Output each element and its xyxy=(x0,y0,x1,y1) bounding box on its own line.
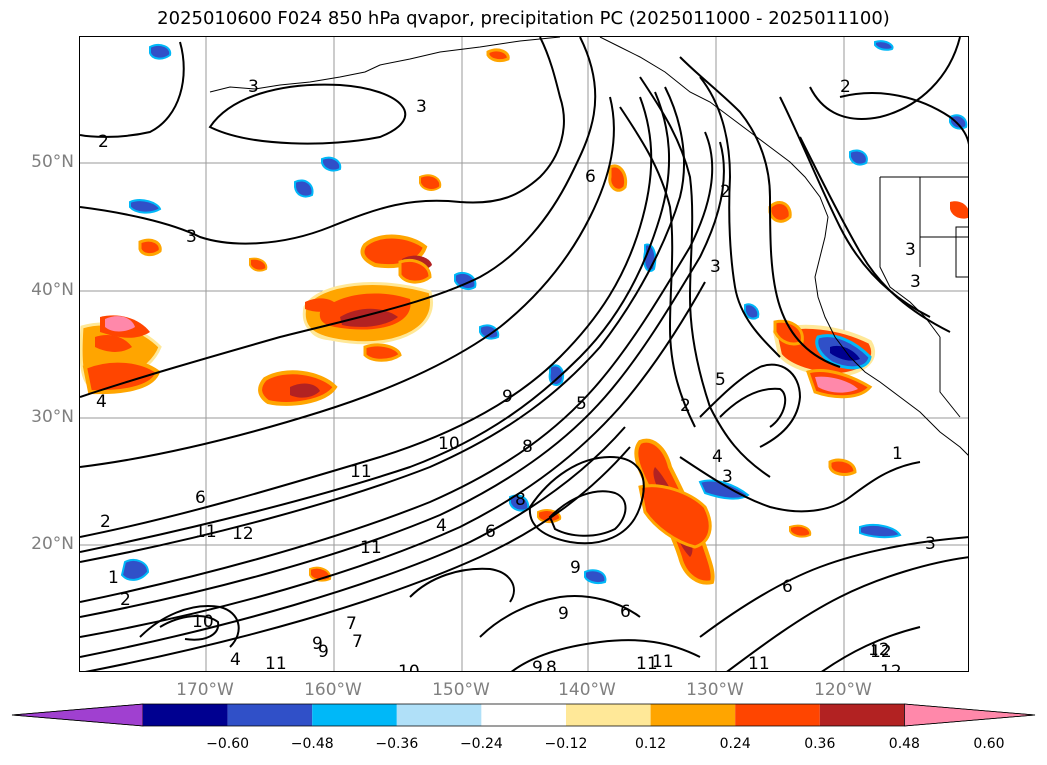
contour-label: 6 xyxy=(485,522,496,542)
lon-label-120w: 120°W xyxy=(814,680,872,700)
colorbar-tick-label: 0.24 xyxy=(719,736,751,752)
contour-label: 6 xyxy=(195,488,206,508)
colorbar-tick-label: 0.48 xyxy=(888,736,920,752)
qvapor-contours xyxy=(80,37,968,671)
contour-label: 4 xyxy=(436,516,447,536)
contour-label: 8 xyxy=(546,658,557,672)
contour-label: 9 xyxy=(558,604,569,624)
colorbar-extend-left xyxy=(11,703,144,727)
map-title: 2025010600 F024 850 hPa qvapor, precipit… xyxy=(157,8,890,29)
contour-label: 8 xyxy=(515,490,526,510)
contour-label: 4 xyxy=(712,447,723,467)
contour-label: 2 xyxy=(840,77,851,97)
contour-label: 3 xyxy=(248,77,259,97)
contour-label: 2 xyxy=(720,182,731,202)
colorbar-segment xyxy=(481,704,566,726)
contour-label: 7 xyxy=(346,614,357,634)
contour-label: 3 xyxy=(722,467,733,487)
contour-label-group: 3 3 2 3 4 6 3 2 3 5 2 4 3 11 10 9 8 6 9 … xyxy=(96,77,936,672)
contour-label: 2 xyxy=(98,132,109,152)
contour-label: 2 xyxy=(100,512,111,532)
lat-label-40n: 40°N xyxy=(31,280,74,300)
contour-label: 9 xyxy=(312,634,323,654)
contour-label: 9 xyxy=(502,387,513,407)
lon-label-130w: 130°W xyxy=(686,680,744,700)
contour-label: 3 xyxy=(710,257,721,277)
colorbar-segment xyxy=(650,704,736,726)
contour-label: 11 xyxy=(265,654,287,672)
colorbar-segment xyxy=(819,704,905,726)
contour-label: 8 xyxy=(522,437,533,457)
contour-label: 4 xyxy=(230,650,241,670)
colorbar-segment xyxy=(566,704,651,726)
colorbar-segment xyxy=(312,704,397,726)
precip-negative-patches xyxy=(120,40,968,585)
contour-label: 11 xyxy=(636,654,658,672)
lat-label-50n: 50°N xyxy=(31,152,74,172)
colorbar-tick-label: −0.60 xyxy=(206,736,250,752)
colorbar-segment xyxy=(396,704,482,726)
colorbar-tick-label: −0.36 xyxy=(375,736,419,752)
contour-label: 3 xyxy=(925,534,936,554)
contour-label: 9 xyxy=(532,658,543,672)
colorbar-tick-label: 0.12 xyxy=(635,736,667,752)
contour-label: 2 xyxy=(680,396,691,416)
contour-label: 6 xyxy=(782,577,793,597)
colorbar-tick-label: −0.48 xyxy=(290,736,334,752)
colorbar-segment xyxy=(735,704,820,726)
contour-label: 10 xyxy=(438,434,460,454)
contour-label: 11 xyxy=(360,538,382,558)
contour-label: 6 xyxy=(620,602,631,622)
contour-label: 11 xyxy=(748,654,770,672)
colorbar-outline xyxy=(11,703,1036,727)
contour-label: 1 xyxy=(892,444,903,464)
contour-label: 3 xyxy=(416,97,427,117)
contour-label: 5 xyxy=(715,370,726,390)
lat-label-20n: 20°N xyxy=(31,534,74,554)
colorbar-extend-right xyxy=(904,703,1036,727)
contour-label: 2 xyxy=(120,590,131,610)
lat-label-30n: 30°N xyxy=(31,407,74,427)
contour-label: 12 xyxy=(870,642,892,662)
colorbar-segment xyxy=(227,704,313,726)
precip-positive-patches xyxy=(80,48,968,585)
colorbar-tick-label: −0.12 xyxy=(544,736,588,752)
lon-label-140w: 140°W xyxy=(558,680,616,700)
colorbar-segment xyxy=(143,704,228,726)
lon-label-170w: 170°W xyxy=(176,680,234,700)
contour-label: 3 xyxy=(905,240,916,260)
contour-label: 11 xyxy=(652,652,674,672)
contour-label: 10 xyxy=(192,612,214,632)
map-canvas: 3 3 2 3 4 6 3 2 3 5 2 4 3 11 10 9 8 6 9 … xyxy=(80,37,968,672)
contour-label: 1 xyxy=(108,568,119,588)
contour-label: 9 xyxy=(318,642,329,662)
contour-label: 12 xyxy=(880,662,902,672)
lon-label-160w: 160°W xyxy=(304,680,362,700)
colorbar-tick-label: 0.36 xyxy=(804,736,836,752)
contour-label: 6 xyxy=(585,167,596,187)
contour-label: 3 xyxy=(910,272,921,292)
map-panel: 3 3 2 3 4 6 3 2 3 5 2 4 3 11 10 9 8 6 9 … xyxy=(79,36,969,672)
colorbar xyxy=(11,703,1036,727)
contour-label: 7 xyxy=(352,632,363,652)
contour-label: 11 xyxy=(350,462,372,482)
contour-label: 11 xyxy=(195,522,217,542)
colorbar-tick-label: −0.24 xyxy=(459,736,503,752)
contour-label: 12 xyxy=(232,524,254,544)
contour-label: 9 xyxy=(570,558,581,578)
contour-label: 4 xyxy=(96,392,107,412)
lon-label-150w: 150°W xyxy=(432,680,490,700)
colorbar-tick-label: 0.60 xyxy=(973,736,1005,752)
contour-label: 12 xyxy=(868,640,890,660)
contour-label: 10 xyxy=(398,662,420,672)
contour-label: 3 xyxy=(186,227,197,247)
contour-label: 5 xyxy=(576,394,587,414)
